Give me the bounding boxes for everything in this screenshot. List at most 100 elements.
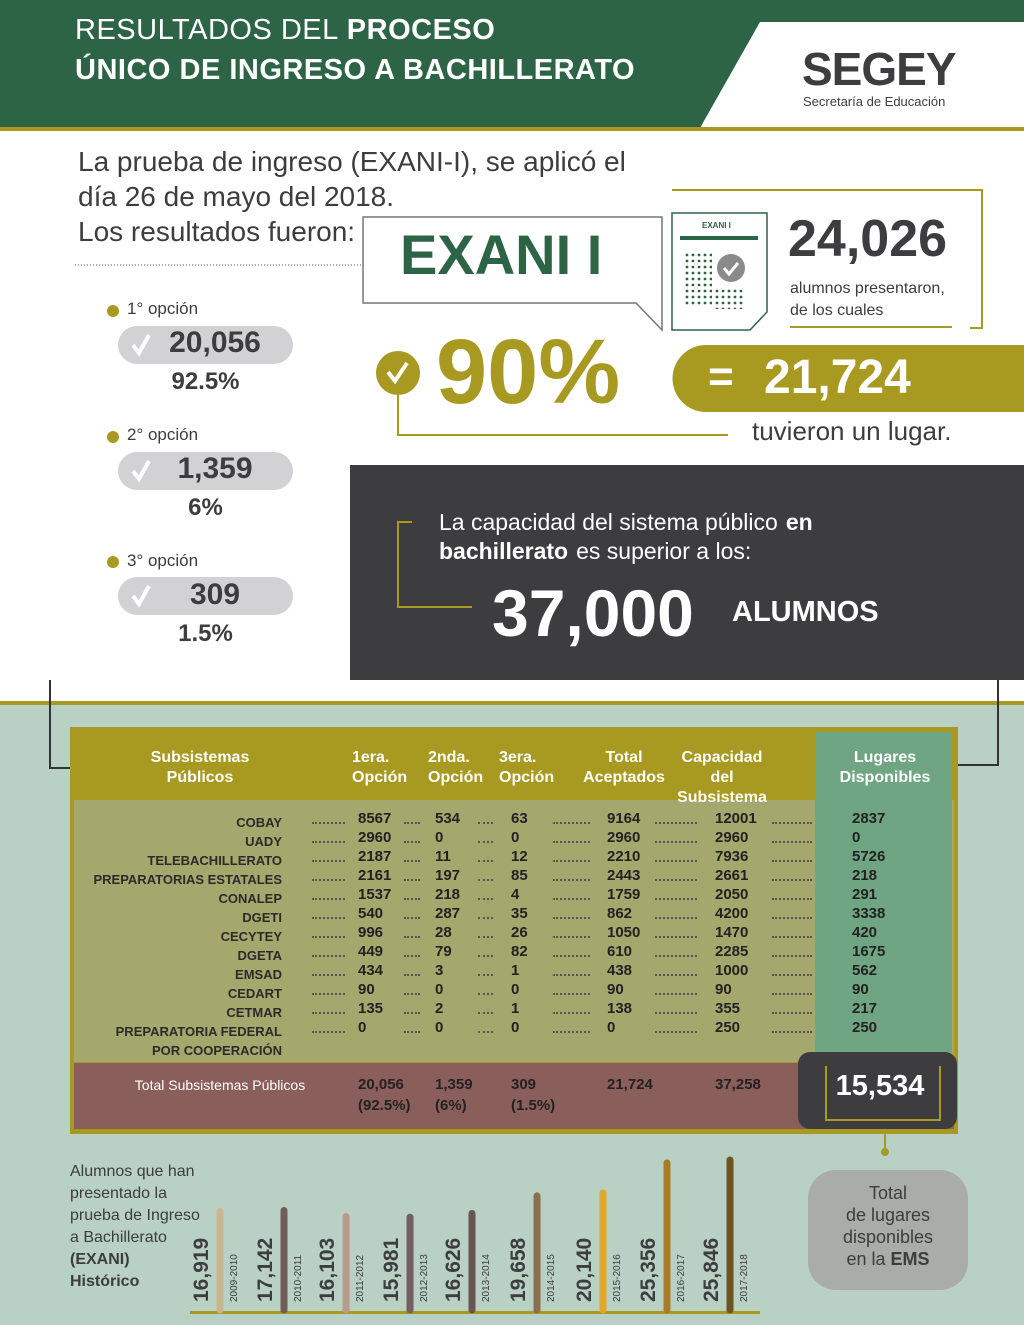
history-year: 2015-2016: [612, 1254, 623, 1302]
leader: [404, 936, 420, 938]
leader: [312, 917, 345, 919]
cell: 217: [852, 1000, 878, 1017]
cell: 79: [435, 943, 452, 960]
caption: de los cuales: [790, 302, 884, 319]
leader: [404, 860, 420, 862]
percent: 90%: [436, 321, 621, 423]
leader: [404, 879, 420, 881]
leader: [312, 993, 345, 995]
leader: [553, 860, 590, 862]
leader: [478, 879, 493, 881]
leader: [404, 993, 420, 995]
cell: 1000: [715, 962, 749, 979]
cell: 2960: [358, 829, 392, 846]
cell: 138: [607, 1000, 633, 1017]
leader: [312, 1012, 345, 1014]
option-value: 309: [189, 578, 241, 611]
leader: [772, 993, 812, 995]
cell: 996: [358, 924, 384, 941]
total-percent: (92.5%): [358, 1097, 411, 1114]
leader: [553, 898, 590, 900]
caption: tuvieron un lugar.: [752, 416, 952, 446]
history-baseline: [190, 1311, 760, 1314]
leader: [553, 879, 590, 881]
rule: [790, 326, 952, 328]
history-year: 2017-2018: [739, 1254, 750, 1302]
history-value: 16,919: [190, 1238, 213, 1302]
cell: 1470: [715, 924, 749, 941]
leader: [772, 917, 812, 919]
text: bachillerato: [439, 538, 569, 564]
intro-line: día 26 de mayo del 2018.: [78, 181, 395, 212]
text: La capacidad del sistema público: [439, 509, 778, 535]
leader: [772, 974, 812, 976]
cell: 1675: [852, 943, 886, 960]
connector: [397, 521, 472, 608]
leader: [312, 841, 345, 843]
cell: 0: [607, 1019, 616, 1036]
history-title-line: Alumnos que han: [70, 1163, 195, 1180]
leader: [404, 898, 420, 900]
leader: [772, 1031, 812, 1033]
history-value: 25,356: [637, 1238, 660, 1302]
history-title-line: prueba de Ingreso: [70, 1207, 200, 1224]
logo-tab: [700, 22, 1024, 128]
speech-bubble: [362, 216, 663, 332]
cell: 0: [435, 981, 444, 998]
cell: 1050: [607, 924, 641, 941]
cell: 2837: [852, 810, 886, 827]
dot: [881, 1148, 889, 1156]
leader: [312, 898, 345, 900]
leader: [478, 993, 493, 995]
leader: [772, 1012, 812, 1014]
leader: [404, 917, 420, 919]
cell: 862: [607, 905, 633, 922]
cell: 90: [358, 981, 375, 998]
cell: 63: [511, 810, 528, 827]
total-available: 15,534: [835, 1070, 925, 1102]
header-title: ÚNICO DE INGRESO A BACHILLERATO: [75, 54, 636, 86]
row-name: CEDART: [227, 986, 282, 1001]
leader: [655, 1031, 697, 1033]
cell: 2661: [715, 867, 749, 884]
leader: [404, 955, 420, 957]
history-title-line: a Bachillerato: [70, 1229, 167, 1246]
row-name: EMSAD: [235, 967, 282, 982]
cell: 28: [435, 924, 452, 941]
cell: 449: [358, 943, 384, 960]
leader: [404, 974, 420, 976]
history-title-line: (EXANI): [70, 1251, 130, 1268]
history-year: 2012-2013: [419, 1254, 430, 1302]
leader: [655, 860, 697, 862]
history-year: 2013-2014: [481, 1254, 492, 1302]
table-header: 3era. Opción: [499, 749, 555, 786]
leader: [772, 955, 812, 957]
leader: [478, 955, 493, 957]
leader: [553, 955, 590, 957]
history-year: 2011-2012: [355, 1254, 366, 1302]
cell: 3338: [852, 905, 886, 922]
available-column: [815, 732, 952, 1052]
capacity-unit: ALUMNOS: [732, 596, 879, 628]
table-header: Capacidad del Subsistema: [677, 749, 767, 806]
row-name: CONALEP: [218, 891, 282, 906]
cell: 540: [358, 905, 384, 922]
row-name: PREPARATORIA FEDERAL POR COOPERACIÓN: [115, 1024, 282, 1058]
leader: [553, 1031, 590, 1033]
leader: [655, 993, 697, 995]
intro-line: La prueba de ingreso (EXANI-I), se aplic…: [78, 146, 626, 177]
cell: 610: [607, 943, 633, 960]
history-title: Alumnos que han presentado la prueba de In…: [70, 1161, 200, 1293]
cell: 9164: [607, 810, 641, 827]
row-name: CETMAR: [226, 1005, 282, 1020]
cell: 291: [852, 886, 878, 903]
leader: [553, 841, 590, 843]
leader: [772, 841, 812, 843]
text: en la: [846, 1249, 886, 1269]
history-year: 2010-2011: [293, 1254, 304, 1302]
ems-line: de lugares: [845, 1205, 931, 1225]
cell: 135: [358, 1000, 384, 1017]
option-label: 3° opción: [127, 551, 199, 570]
intro: La prueba de ingreso (EXANI-I), se aplic…: [78, 144, 626, 249]
